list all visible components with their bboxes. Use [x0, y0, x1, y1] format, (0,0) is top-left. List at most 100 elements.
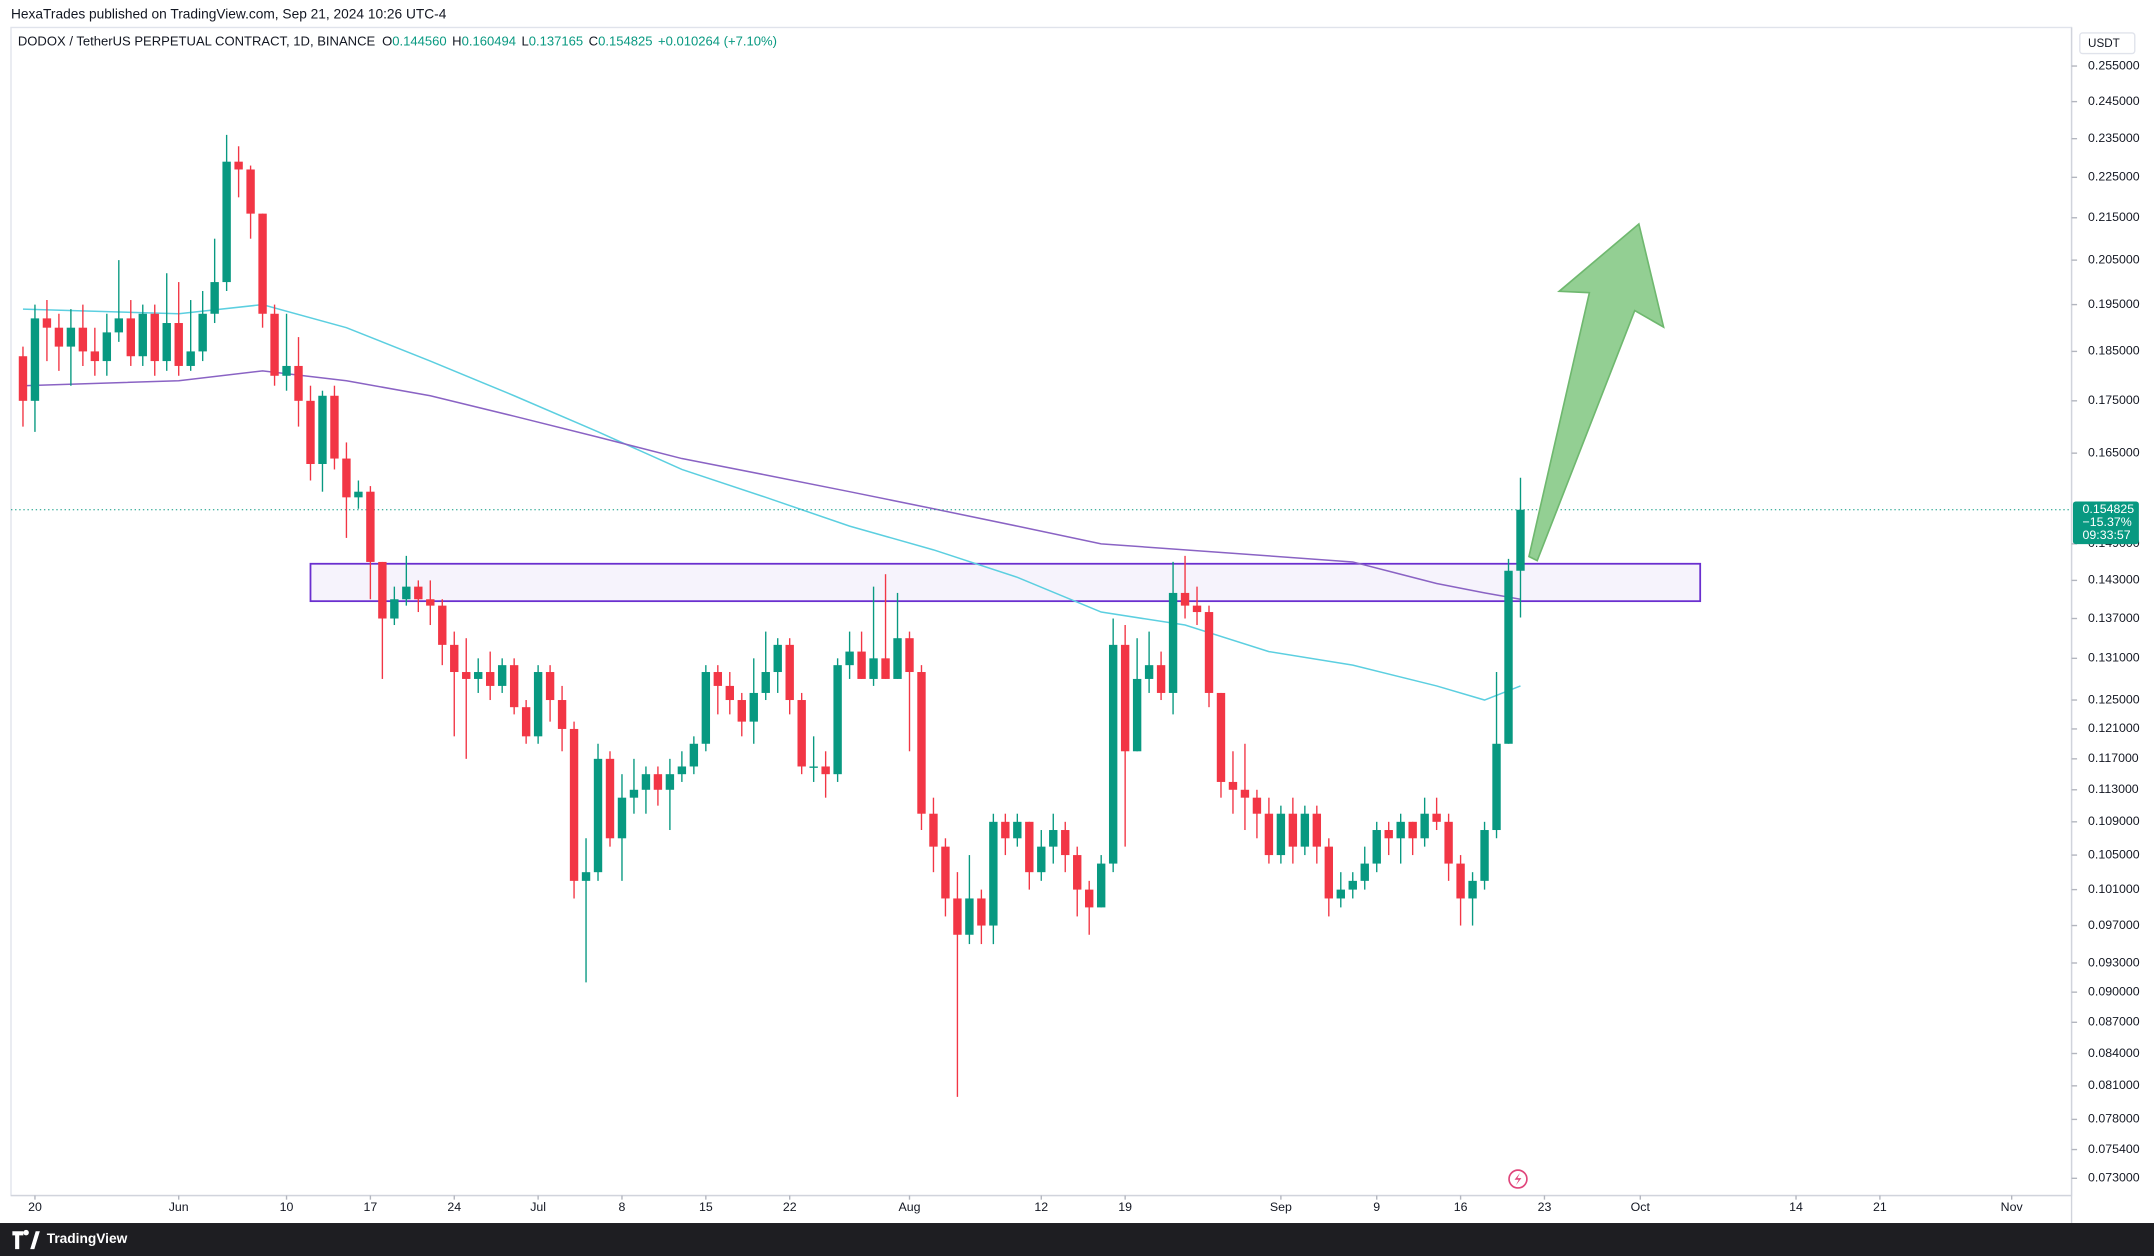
candle-body	[545, 672, 555, 701]
candle-body	[629, 789, 639, 798]
legend-label: H	[452, 34, 461, 49]
candle-body	[521, 707, 531, 737]
y-tick-label: 0.121000	[2088, 721, 2140, 735]
footer-brand: TradingView	[47, 1231, 128, 1246]
x-tick-label: 17	[364, 1200, 378, 1214]
legend-change: +0.010264 (+7.10%)	[658, 34, 777, 49]
x-tick-label: Jun	[169, 1200, 189, 1214]
x-tick-label: 19	[1118, 1200, 1132, 1214]
candle-body	[1300, 813, 1310, 847]
candle-body	[402, 586, 411, 600]
y-tick-label: 0.105000	[2088, 847, 2140, 861]
candle-body	[1049, 830, 1058, 847]
up-arrow	[1528, 222, 1665, 562]
candle-body	[366, 491, 375, 562]
candle-body	[749, 692, 758, 722]
candle-body	[1336, 889, 1345, 899]
candle-body	[426, 599, 435, 606]
x-tick-label: Aug	[899, 1200, 921, 1214]
legend-label: L	[521, 34, 528, 49]
candle-body	[1180, 592, 1190, 606]
candle-body	[246, 169, 255, 214]
legend-value: 0.160494	[462, 34, 516, 49]
footer	[0, 1223, 2154, 1256]
axes: 0.255000 0.245000 0.235000 0.225000 0.215000…	[28, 58, 2140, 1214]
y-tick-label: 0.225000	[2088, 170, 2140, 184]
candle-body	[1192, 605, 1202, 613]
candle-body	[773, 644, 782, 673]
y-tick-label: 0.084000	[2088, 1046, 2140, 1060]
candle-body	[234, 161, 243, 170]
candle-body	[1204, 612, 1214, 693]
candle-body	[1516, 509, 1525, 571]
plot-area	[10, 134, 2072, 1097]
y-tick-label: 0.073000	[2088, 1171, 2140, 1185]
candle-body	[450, 644, 459, 673]
y-tick-label: 0.117000	[2088, 751, 2139, 765]
candle-body	[653, 774, 663, 790]
candle-body	[1468, 880, 1477, 899]
candle-body	[1372, 830, 1381, 864]
candle-body	[78, 327, 88, 352]
candle-body	[1264, 813, 1274, 856]
candle-body	[833, 665, 842, 775]
candle-body	[1288, 813, 1298, 847]
candle-body	[785, 644, 794, 701]
candle-body	[953, 898, 962, 935]
candle-body	[474, 672, 483, 679]
candle-body	[1013, 821, 1022, 839]
candle-body	[533, 672, 543, 737]
candle-body	[1504, 570, 1513, 744]
candle-body	[186, 351, 195, 366]
candle-body	[569, 728, 579, 881]
candle-body	[893, 638, 902, 679]
candle-body	[18, 356, 28, 401]
y-tick-label: 0.078000	[2088, 1112, 2140, 1126]
currency-box	[2079, 32, 2136, 55]
candle-body	[294, 365, 303, 401]
candle-body	[869, 658, 878, 679]
y-tick-label: 0.131000	[2088, 651, 2140, 665]
candle-body	[438, 605, 447, 645]
candle-body	[1132, 678, 1142, 752]
candle-body	[917, 672, 926, 814]
candle-body	[258, 213, 267, 314]
candle-body	[1276, 813, 1286, 856]
candle-body	[198, 313, 207, 352]
x-tick-label: Oct	[1631, 1200, 1651, 1214]
candle-body	[138, 313, 147, 357]
candle-body	[809, 766, 818, 768]
candle-body	[150, 313, 159, 362]
candle-body	[1456, 863, 1465, 899]
x-tick-label: 8	[619, 1200, 626, 1214]
x-tick-label: Jul	[530, 1200, 546, 1214]
candle-body	[390, 599, 399, 619]
candle-body	[330, 395, 339, 459]
candle-body	[1073, 855, 1082, 890]
y-tick-label: 0.097000	[2088, 918, 2140, 932]
y-tick-label: 0.255000	[2088, 58, 2140, 72]
candle-body	[222, 161, 231, 283]
candle-body	[1061, 830, 1070, 856]
candle-body	[1312, 813, 1322, 847]
candle-body	[641, 774, 651, 790]
candle-body	[66, 327, 76, 347]
y-tick-label: 0.101000	[2088, 882, 2140, 896]
candle-body	[414, 586, 423, 600]
candle-body	[354, 491, 363, 498]
candle-body	[1348, 880, 1357, 890]
candle-body	[581, 872, 591, 881]
candle-body	[845, 651, 854, 666]
candle-body	[965, 898, 974, 935]
price-label-countdown: 09:33:57	[2083, 528, 2131, 542]
candle-body	[1444, 821, 1453, 864]
x-tick-label: Nov	[2001, 1200, 2024, 1214]
candle-body	[797, 700, 806, 767]
candle-body	[1420, 813, 1429, 839]
candle-body	[593, 758, 603, 873]
footer-logo	[12, 1229, 40, 1250]
event-icon-bolt	[1514, 1172, 1522, 1186]
price-label-change: −15.37%	[2083, 515, 2132, 529]
candle-body	[557, 700, 567, 729]
y-tick-label: 0.195000	[2088, 297, 2140, 311]
